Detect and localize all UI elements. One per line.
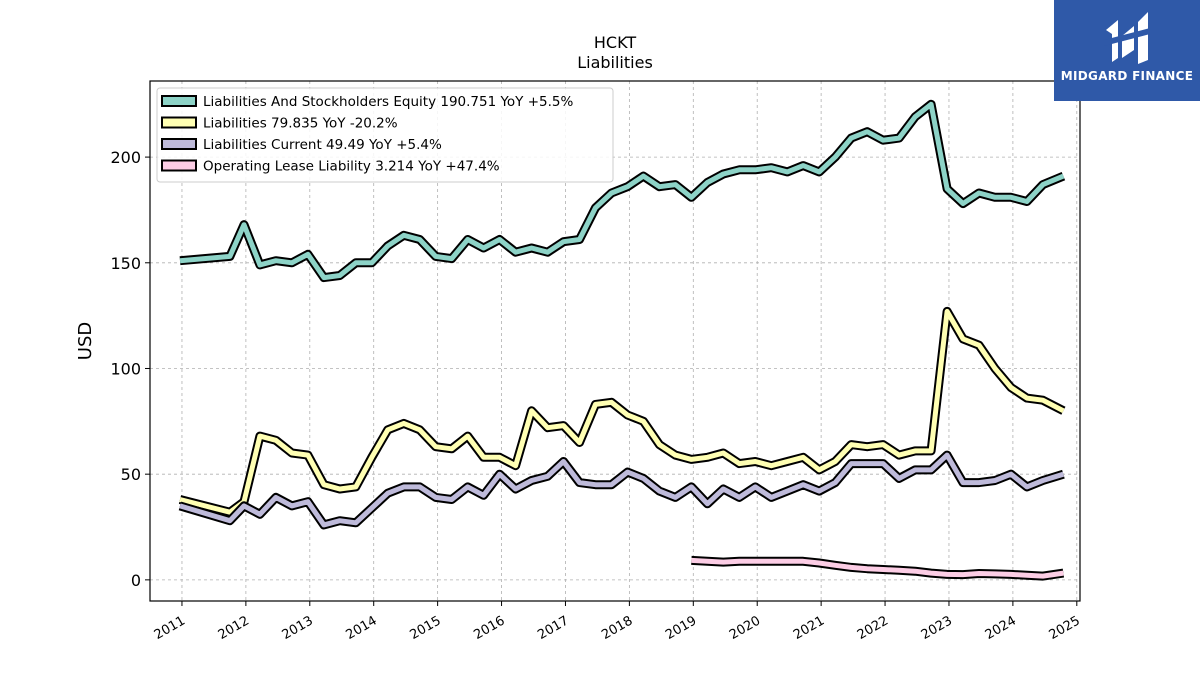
series-line [179,452,1065,528]
legend-swatch [161,95,197,107]
x-tick-label: 2011 [152,613,188,643]
series-line [179,308,1065,515]
x-tick-label: 2019 [663,613,699,643]
x-tick-label: 2025 [1047,613,1083,643]
x-tick-label: 2022 [855,613,891,643]
y-tick-label: 100 [110,359,141,378]
brand-name: MIDGARD FINANCE [1060,69,1194,83]
chart-title: HCKT [594,33,636,52]
legend-swatch [161,116,197,129]
x-tick-label: 2013 [280,613,316,643]
chart-title-group: HCKT Liabilities [577,33,653,72]
midgard-logo-icon [1104,12,1150,64]
series-line [691,557,1064,579]
legend-label: Liabilities Current 49.49 YoY +5.4% [203,137,442,153]
x-tick-label: 2017 [535,613,571,643]
y-axis-label: USD [75,322,96,360]
legend-box [156,87,614,183]
series-line [179,101,1065,281]
legend-swatch [161,138,197,150]
x-axis: 2011 2012 2013 2014 2015 2016 2017 2018 2019 2020… [152,601,1083,643]
x-tick-label: 2021 [791,613,827,643]
plot-frame [149,80,1081,602]
legend-label: Operating Lease Liability 3.214 YoY +47.… [203,159,500,175]
legend: Liabilities And Stockholders Equity 190.… [156,87,614,183]
x-tick-label: 2014 [344,613,380,643]
chart-subtitle: Liabilities [577,53,653,72]
x-tick-label: 2020 [727,613,763,643]
plot-lines [178,99,1066,581]
brand-logo: MIDGARD FINANCE [1054,0,1200,101]
y-axis: 0 50 100 150 200 [110,148,150,590]
legend-swatch [161,159,197,172]
x-tick-label: 2015 [407,613,443,643]
x-tick-label: 2023 [919,613,955,643]
x-tick-label: 2024 [983,613,1019,643]
x-tick-label: 2012 [216,613,252,643]
y-tick-label: 200 [110,148,141,167]
legend-label: Liabilities And Stockholders Equity 190.… [203,94,573,110]
y-tick-label: 50 [121,465,141,484]
x-tick-label: 2016 [471,613,507,643]
x-tick-label: 2018 [599,613,635,643]
y-tick-label: 150 [110,254,141,273]
y-tick-label: 0 [131,571,141,590]
legend-label: Liabilities 79.835 YoY -20.2% [203,116,398,132]
